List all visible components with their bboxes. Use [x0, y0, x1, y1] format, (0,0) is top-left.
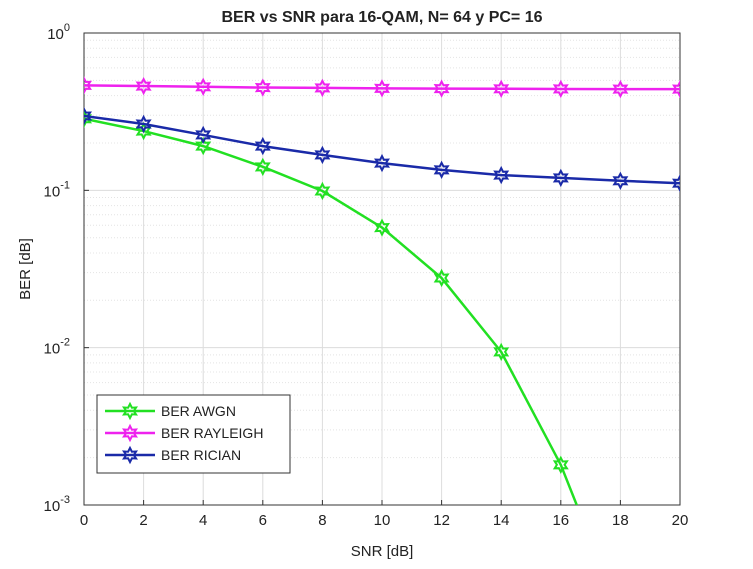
marker: [672, 174, 680, 193]
x-tick-label: 14: [493, 512, 510, 529]
marker: [314, 78, 331, 98]
marker: [552, 455, 569, 474]
marker: [374, 79, 390, 98]
marker: [135, 114, 152, 134]
y-tick-exponent: -2: [60, 337, 70, 349]
y-tick-exponent: 0: [64, 22, 70, 34]
legend-label: BER AWGN: [161, 403, 236, 419]
x-tick-label: 6: [259, 512, 267, 529]
marker: [314, 145, 331, 165]
y-tick-base: 10: [44, 498, 61, 515]
x-tick-label: 12: [433, 512, 450, 529]
y-tick-base: 10: [44, 183, 61, 200]
legend-marker: [121, 423, 139, 443]
marker: [314, 181, 331, 201]
x-axis-label: SNR [dB]: [351, 543, 414, 560]
x-tick-label: 18: [612, 512, 629, 529]
marker: [195, 136, 212, 156]
axes-box: [83, 32, 681, 506]
y-tick-label: 10-1: [44, 179, 70, 200]
chart-title: BER vs SNR para 16-QAM, N= 64 y PC= 16: [221, 9, 542, 26]
series-line: [84, 117, 579, 505]
marker: [612, 79, 629, 99]
marker: [493, 79, 510, 98]
x-tick-label: 10: [374, 512, 391, 529]
legend-label: BER RICIAN: [161, 447, 241, 463]
y-tick-exponent: -1: [60, 179, 70, 191]
series-line: [84, 114, 680, 185]
y-tick-base: 10: [47, 26, 64, 43]
x-tick-label: 0: [80, 512, 88, 529]
marker: [374, 218, 390, 237]
marker: [84, 109, 93, 128]
y-axis-label: BER [dB]: [17, 238, 34, 300]
marker: [493, 342, 510, 362]
marker: [374, 153, 390, 173]
y-tick-base: 10: [44, 341, 61, 358]
marker: [433, 160, 450, 179]
legend-label: BER RAYLEIGH: [161, 425, 263, 441]
plot-series: [84, 76, 680, 505]
x-tick-label: 20: [672, 512, 689, 529]
marker: [672, 79, 680, 99]
legend-marker: [121, 401, 139, 421]
marker: [84, 106, 93, 126]
marker: [493, 165, 510, 185]
y-tick-label: 100: [47, 22, 70, 43]
series-line: [84, 84, 680, 91]
marker: [195, 77, 212, 96]
marker: [433, 268, 450, 288]
marker: [433, 79, 450, 98]
marker: [552, 168, 569, 188]
x-tick-label: 8: [318, 512, 326, 529]
y-tick-exponent: -3: [60, 494, 70, 506]
legend-marker: [121, 445, 139, 465]
y-tick-label: 10-2: [44, 337, 70, 358]
marker: [254, 157, 271, 177]
marker: [254, 78, 271, 97]
marker: [612, 171, 629, 190]
x-tick-label: 4: [199, 512, 207, 529]
marker: [84, 76, 93, 95]
y-tick-label: 10-3: [44, 494, 70, 515]
x-tick-label: 16: [552, 512, 569, 529]
x-tick-label: 2: [139, 512, 147, 529]
marker: [195, 125, 212, 145]
marker: [254, 136, 271, 156]
marker: [552, 79, 569, 99]
marker: [135, 76, 152, 96]
